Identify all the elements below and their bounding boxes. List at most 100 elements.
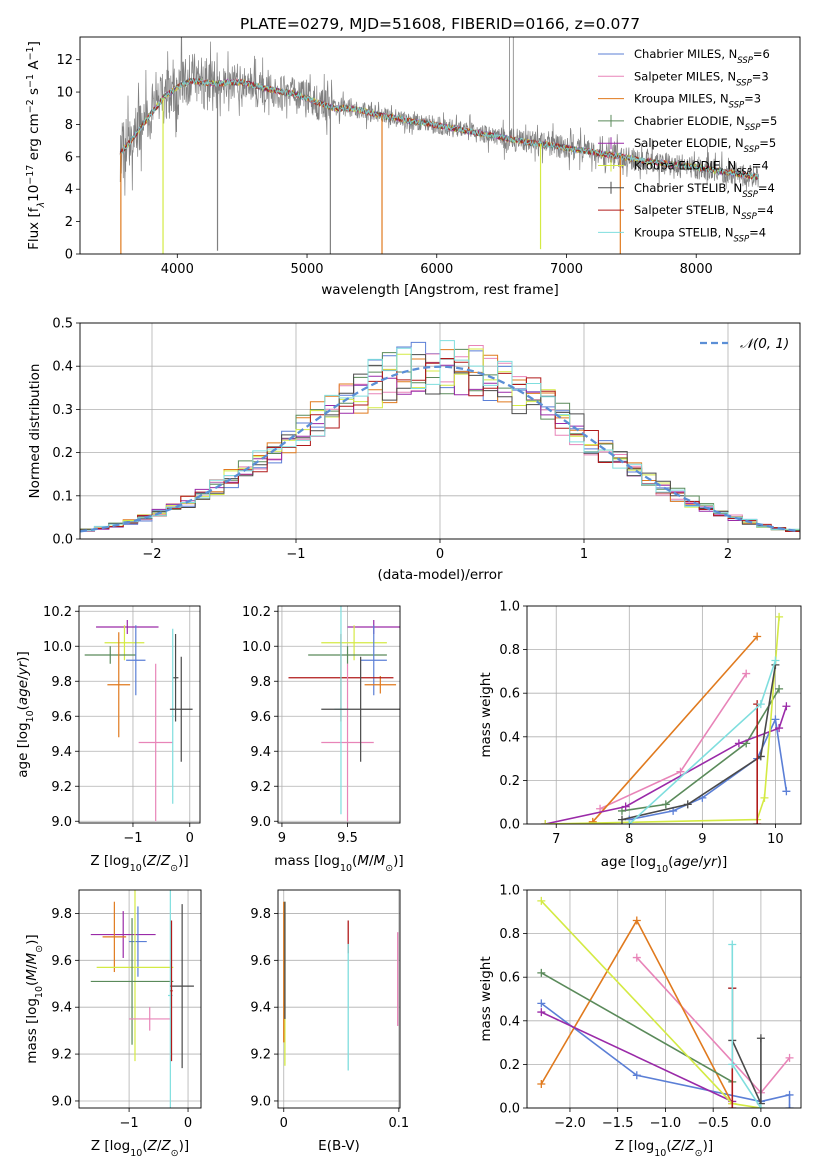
legend-label: Chabrier ELODIE, NSSP=5 bbox=[634, 114, 777, 133]
age_vs_Z-axes: −1 09.09.29.49.69.810.010.2Z [log10(Z/Z⊙)… bbox=[15, 605, 201, 874]
label-part: ] bbox=[26, 41, 42, 46]
massweight_vs_age-xlabel: age [log10(age/yr)] bbox=[601, 854, 727, 875]
label-part: Z [log bbox=[615, 1138, 654, 1154]
mass-weight-marker bbox=[771, 656, 780, 665]
y-tick-label: 0.6 bbox=[499, 971, 520, 986]
mass-weight-line bbox=[621, 688, 780, 812]
mass_vs_Z-crosses bbox=[90, 890, 194, 1108]
y-tick-label: 9.2 bbox=[250, 780, 271, 795]
y-tick-label: 9.4 bbox=[51, 745, 72, 760]
spectrum-ylabel: Flux [fλ10−17 erg cm−2 s−1 A−1] bbox=[25, 41, 47, 250]
mass-weight-line bbox=[540, 1011, 733, 1103]
label-part: λ bbox=[36, 202, 47, 209]
mass-weight-marker bbox=[775, 724, 784, 733]
label-part: Z bbox=[160, 1138, 171, 1154]
label-part: ⊙ bbox=[385, 863, 393, 874]
label-part: ⊙ bbox=[171, 1148, 179, 1159]
y-tick-label: 0.0 bbox=[499, 1102, 520, 1117]
label-part: Z [log bbox=[91, 1138, 130, 1154]
mass-weight-marker bbox=[625, 820, 634, 824]
age_vs_mass-xlabel: mass [log10(M/M⊙)] bbox=[274, 853, 403, 874]
massweight_vs_Z-xlabel: Z [log10(Z/Z⊙)] bbox=[615, 1138, 713, 1159]
mass-weight-marker bbox=[728, 1104, 737, 1108]
label-part: ( bbox=[24, 981, 40, 986]
label-part: Chabrier STELIB, N bbox=[634, 181, 742, 195]
residuals-axes: −2 −1 0 1 2 0.0 0.1 0.2 0.3 0.4 0.5 (data-model)/er… bbox=[27, 317, 801, 583]
mass-weight-marker bbox=[775, 684, 784, 693]
label-part: −17 bbox=[25, 165, 36, 185]
x-tick-label: 1 bbox=[580, 547, 588, 562]
label-part: 10 bbox=[130, 863, 142, 874]
axes-frame bbox=[277, 889, 401, 1109]
y-tick-label: 0.4 bbox=[52, 360, 73, 375]
x-tick-label: 9.5 bbox=[337, 831, 358, 846]
axes-frame bbox=[526, 605, 802, 825]
x-tick-label: −0.5 bbox=[697, 1116, 729, 1131]
axes-frame bbox=[78, 605, 201, 824]
label-part: M bbox=[357, 853, 369, 869]
mass-weight-marker bbox=[537, 999, 546, 1008]
mass_vs_Z-axes: −1 09.09.29.49.69.8Z [log10(Z/Z⊙)]mass [l… bbox=[24, 889, 202, 1159]
label-part: Kroupa MILES, N bbox=[634, 92, 729, 106]
y-tick-label: 0.5 bbox=[52, 317, 73, 332]
y-tick-label: 9.8 bbox=[250, 907, 271, 922]
y-tick-label: 0.8 bbox=[499, 927, 520, 942]
label-part: M bbox=[24, 952, 40, 964]
axes-frame bbox=[277, 605, 401, 824]
y-tick-label: 0.4 bbox=[499, 1014, 520, 1029]
label-part: Kroupa STELIB, N bbox=[634, 225, 734, 239]
label-part: =6 bbox=[753, 47, 770, 61]
label-part: 10 bbox=[26, 185, 42, 202]
x-tick-label: 0 bbox=[184, 1116, 192, 1131]
y-tick-label: 9.4 bbox=[51, 1001, 72, 1016]
x-tick-label: 0.0 bbox=[751, 1116, 772, 1131]
y-tick-label: 9.2 bbox=[250, 1048, 271, 1063]
mass-weight-marker bbox=[785, 1090, 794, 1099]
label-part: age [log bbox=[601, 854, 656, 870]
mass-weight-marker bbox=[785, 1053, 794, 1062]
label-part: Z [log bbox=[90, 853, 129, 869]
spectrum-lines bbox=[119, 37, 759, 254]
y-tick-label: 9.4 bbox=[250, 1001, 271, 1016]
y-tick-label: 9.2 bbox=[51, 780, 72, 795]
label-part: =5 bbox=[759, 136, 776, 150]
label-part: 10 bbox=[654, 1148, 666, 1159]
spectrum-data-line bbox=[119, 37, 759, 196]
label-part: / bbox=[156, 853, 161, 869]
label-part: SSP bbox=[729, 101, 745, 111]
mass-weight-line bbox=[731, 944, 762, 1108]
label-part: mass [log bbox=[274, 853, 340, 869]
y-tick-label: 0.6 bbox=[499, 687, 520, 702]
label-part: ( bbox=[352, 853, 357, 869]
legend-label: Kroupa MILES, NSSP=3 bbox=[634, 92, 761, 111]
axes-frame bbox=[79, 322, 801, 540]
y-tick-label: 9.8 bbox=[51, 907, 72, 922]
massweight_vs_age-lines bbox=[541, 612, 791, 824]
x-tick-label: −1.0 bbox=[650, 1116, 682, 1131]
label-part: =5 bbox=[760, 114, 777, 128]
x-tick-label: 8000 bbox=[680, 262, 713, 277]
label-part: / bbox=[681, 1138, 686, 1154]
label-part: age bbox=[15, 680, 31, 705]
x-tick-label: 8 bbox=[625, 832, 633, 847]
x-tick-label: 0 bbox=[436, 547, 444, 562]
label-part: mass [log bbox=[24, 998, 40, 1064]
label-part: )] bbox=[15, 651, 31, 662]
massweight_vs_Z-axes: −2.0 −1.5 −1.0 −0.5 0.0 0.0 0.2 0.4 0.6 0.8 1.0 Z [… bbox=[478, 884, 802, 1159]
y-tick-label: 0.3 bbox=[52, 403, 73, 418]
mass-weight-marker bbox=[771, 715, 780, 724]
label-part: A bbox=[26, 60, 42, 74]
label-part: Salpeter MILES, N bbox=[634, 69, 736, 83]
label-part: yr bbox=[702, 854, 718, 870]
label-part: )] bbox=[703, 1138, 714, 1154]
y-tick-label: 9.2 bbox=[51, 1048, 72, 1063]
label-part: )] bbox=[717, 854, 728, 870]
mass-weight-marker bbox=[753, 820, 762, 824]
label-part: M bbox=[374, 853, 386, 869]
legend-label: Kroupa STELIB, NSSP=4 bbox=[634, 225, 766, 244]
y-tick-label: 0.2 bbox=[499, 774, 520, 789]
y-tick-label: 1.0 bbox=[499, 884, 520, 899]
label-part: ⊙ bbox=[34, 945, 45, 953]
mass-weight-marker bbox=[683, 800, 692, 809]
